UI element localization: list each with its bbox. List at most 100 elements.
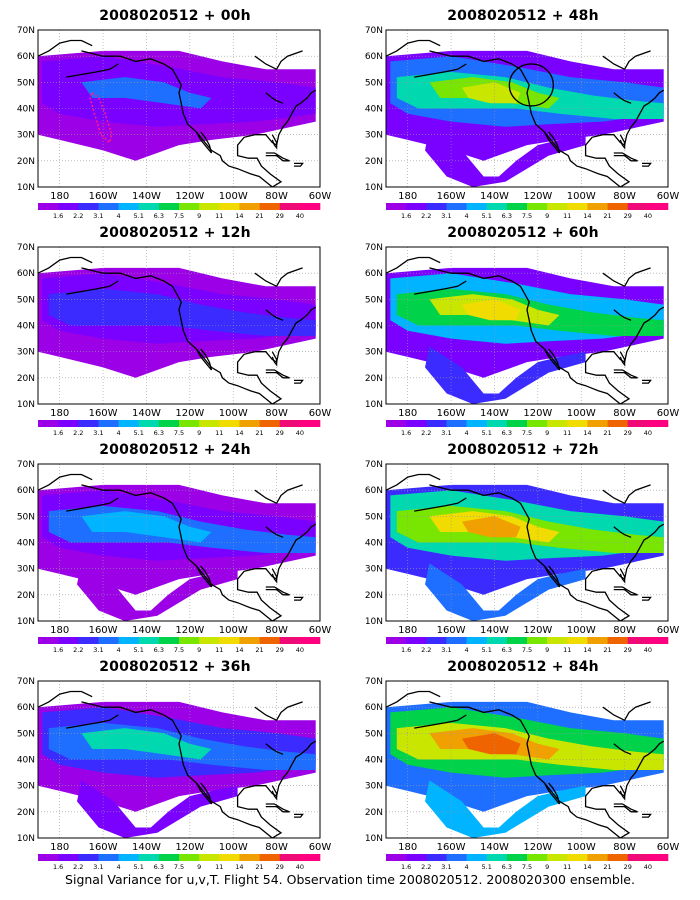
coastlines bbox=[38, 690, 317, 838]
colorbar-swatch bbox=[486, 203, 508, 210]
variance-region-hot bbox=[461, 299, 521, 321]
colorbar-label: 40 bbox=[296, 212, 304, 218]
colorbar-label: 1.6 bbox=[53, 646, 63, 652]
lon-tick-label: 120W bbox=[175, 842, 204, 853]
coastline bbox=[271, 351, 278, 367]
coastline bbox=[66, 63, 119, 78]
colorbar-swatch bbox=[486, 637, 508, 644]
lat-tick-label: 50N bbox=[17, 78, 35, 88]
colorbar-label: 29 bbox=[624, 429, 632, 435]
coastline bbox=[254, 701, 303, 722]
colorbar-swatch bbox=[279, 637, 301, 644]
lat-tick-label: 20N bbox=[365, 591, 383, 601]
colorbar-label: 1.6 bbox=[401, 212, 411, 218]
plot-frame bbox=[385, 463, 669, 622]
coastline bbox=[414, 714, 467, 729]
colorbar-swatch bbox=[647, 420, 669, 427]
lat-tick-label: 40N bbox=[365, 539, 383, 549]
lat-tick-label: 30N bbox=[365, 782, 383, 792]
lon-tick-label: 140W bbox=[480, 842, 509, 853]
coastlines bbox=[386, 473, 665, 621]
colorbar-swatch bbox=[627, 203, 649, 210]
coastline bbox=[642, 813, 652, 818]
variance-region-tropics bbox=[77, 780, 238, 838]
colorbar-swatch bbox=[138, 420, 160, 427]
lon-tick-label: 80W bbox=[613, 842, 636, 853]
lat-tick-label: 40N bbox=[17, 756, 35, 766]
coastline bbox=[414, 63, 467, 78]
coastline bbox=[254, 50, 303, 71]
lon-tick-label: 120W bbox=[523, 408, 552, 419]
colorbar-label: 6.3 bbox=[502, 212, 512, 218]
lat-tick-label: 50N bbox=[17, 512, 35, 522]
colorbar-swatch bbox=[179, 203, 200, 210]
map-00h: 70N 60N 50N 40N 30N 20N 10N 180 160W 140W 120W 100W… bbox=[17, 26, 332, 218]
colorbar-label: 21 bbox=[603, 212, 611, 218]
lat-tick-label: 60N bbox=[365, 703, 383, 713]
colorbar-swatch bbox=[446, 420, 467, 427]
lat-tick-label: 30N bbox=[17, 131, 35, 141]
lon-tick-label: 140W bbox=[480, 191, 509, 202]
colorbar-label: 9 bbox=[545, 863, 549, 869]
lat-tick-label: 30N bbox=[365, 131, 383, 141]
colorbar-swatch bbox=[158, 637, 180, 644]
lat-tick-label: 10N bbox=[17, 400, 35, 410]
colorbar-label: 7.5 bbox=[174, 646, 184, 652]
colorbar-label: 40 bbox=[296, 646, 304, 652]
colorbar-label: 6.3 bbox=[502, 429, 512, 435]
coastline bbox=[429, 701, 621, 838]
colorbar-swatch bbox=[239, 203, 260, 210]
colorbar-label: 5.1 bbox=[134, 212, 144, 218]
lat-tick-label: 60N bbox=[365, 269, 383, 279]
colorbar-swatch bbox=[647, 854, 669, 861]
coastline bbox=[613, 803, 638, 813]
colorbar-label: 21 bbox=[603, 863, 611, 869]
coastline bbox=[543, 565, 561, 588]
lon-tick-label: 80W bbox=[265, 842, 288, 853]
lon-tick-label: 160W bbox=[437, 842, 466, 853]
colorbar-label: 4 bbox=[117, 863, 121, 869]
lat-tick-label: 20N bbox=[365, 808, 383, 818]
colorbar-label: 29 bbox=[624, 863, 632, 869]
colorbar-swatch bbox=[98, 203, 119, 210]
colorbar-label: 1.6 bbox=[401, 429, 411, 435]
coastline bbox=[613, 309, 632, 321]
colorbar-swatch bbox=[466, 203, 488, 210]
flight-track bbox=[89, 91, 113, 144]
lon-tick-label: 120W bbox=[523, 191, 552, 202]
coastline bbox=[38, 39, 93, 57]
map-84h: 70N 60N 50N 40N 30N 20N 10N 180 160W 140W 120W 100W… bbox=[365, 677, 680, 869]
lat-tick-label: 40N bbox=[17, 322, 35, 332]
lat-tick-label: 10N bbox=[17, 834, 35, 844]
lon-tick-label: 180 bbox=[398, 408, 417, 419]
colorbar-swatch bbox=[466, 420, 488, 427]
coastline bbox=[265, 803, 290, 813]
coastline bbox=[613, 369, 638, 379]
colorbar-swatch bbox=[406, 420, 427, 427]
lon-tick-label: 100W bbox=[219, 842, 248, 853]
lon-tick-label: 60W bbox=[657, 191, 680, 202]
map-60h: 70N 60N 50N 40N 30N 20N 10N 180 160W 140W 120W 100W… bbox=[365, 243, 680, 435]
lon-tick-label: 120W bbox=[175, 191, 204, 202]
colorbar-swatch bbox=[486, 420, 508, 427]
colorbar-label: 3.1 bbox=[93, 212, 103, 218]
colorbar-label: 11 bbox=[215, 646, 223, 652]
colorbar-label: 40 bbox=[296, 863, 304, 869]
lat-tick-label: 60N bbox=[17, 52, 35, 62]
colorbar-label: 11 bbox=[215, 429, 223, 435]
colorbar-swatch bbox=[38, 854, 59, 861]
lon-tick-label: 140W bbox=[132, 408, 161, 419]
coastline bbox=[236, 306, 317, 404]
colorbar-swatch bbox=[219, 420, 240, 427]
colorbar-label: 3.1 bbox=[441, 212, 451, 218]
colorbar-swatch bbox=[527, 420, 548, 427]
colorbar-label: 11 bbox=[563, 863, 571, 869]
colorbar-label: 40 bbox=[644, 212, 652, 218]
colorbar-label: 6.3 bbox=[502, 863, 512, 869]
colorbar-label: 3.1 bbox=[93, 863, 103, 869]
lat-tick-label: 70N bbox=[365, 677, 383, 687]
coastline bbox=[66, 497, 119, 512]
lat-tick-label: 50N bbox=[17, 729, 35, 739]
colorbar-label: 5.1 bbox=[482, 212, 492, 218]
panel-title: 2008020512 + 12h bbox=[99, 225, 251, 241]
